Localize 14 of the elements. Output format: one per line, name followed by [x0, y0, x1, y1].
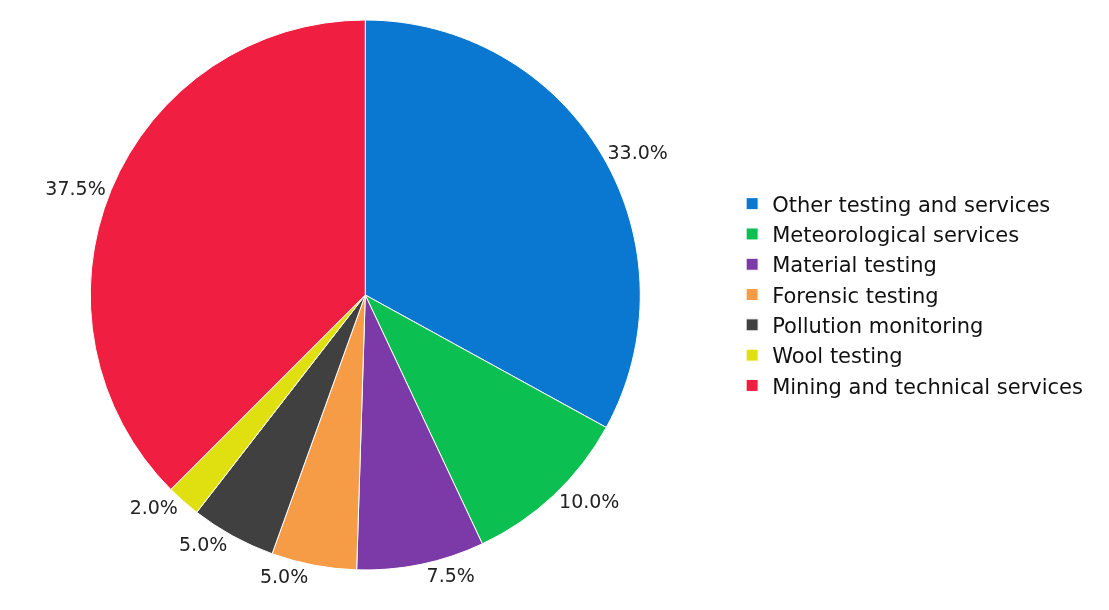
data-label: 10.0% [559, 490, 620, 513]
data-label: 5.0% [259, 564, 309, 587]
legend-label: Pollution monitoring [772, 314, 984, 339]
legend-label: Other testing and services [772, 192, 1051, 217]
data-label: 7.5% [426, 563, 475, 586]
data-label: 5.0% [179, 533, 228, 556]
data-label: 37.5% [45, 177, 106, 200]
legend-label: Forensic testing [772, 283, 939, 308]
legend-label: Material testing [772, 253, 937, 278]
legend-label: Mining and technical services [772, 374, 1083, 399]
legend-label: Meteorological services [772, 223, 1020, 248]
legend-label: Wool testing [772, 344, 903, 369]
data-label: 2.0% [129, 496, 178, 519]
data-label: 33.0% [607, 141, 668, 164]
